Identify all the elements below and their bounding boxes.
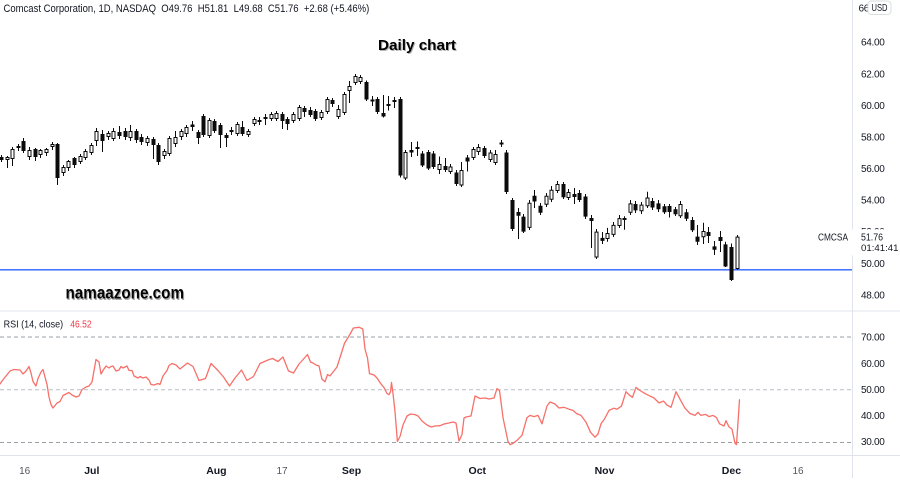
svg-text:54.00: 54.00 xyxy=(861,196,885,207)
svg-text:Dec: Dec xyxy=(722,465,741,477)
svg-text:Sep: Sep xyxy=(342,465,361,477)
svg-text:Daily chart: Daily chart xyxy=(378,38,456,54)
svg-text:30.00: 30.00 xyxy=(861,437,885,448)
svg-text:USD: USD xyxy=(872,3,888,14)
svg-text:46.52: 46.52 xyxy=(70,320,92,331)
svg-text:50.00: 50.00 xyxy=(861,385,885,396)
svg-text:Comcast Corporation, 1D, NASDA: Comcast Corporation, 1D, NASDAQ O49.76 H… xyxy=(4,3,370,15)
svg-text:70.00: 70.00 xyxy=(861,333,885,344)
svg-text:51.76: 51.76 xyxy=(861,233,883,244)
svg-text:60.00: 60.00 xyxy=(861,101,885,112)
svg-text:48.00: 48.00 xyxy=(861,290,885,301)
svg-text:50.00: 50.00 xyxy=(861,259,885,270)
svg-text:Jul: Jul xyxy=(84,465,99,477)
svg-text:Oct: Oct xyxy=(469,465,487,477)
svg-text:Nov: Nov xyxy=(595,465,615,477)
svg-text:namaazone.com: namaazone.com xyxy=(67,284,186,304)
svg-text:01:41:41: 01:41:41 xyxy=(861,243,899,254)
svg-text:CMCSA: CMCSA xyxy=(818,233,848,244)
svg-text:60.00: 60.00 xyxy=(861,359,885,370)
svg-text:namaazone.com: namaazone.com xyxy=(66,283,185,303)
svg-text:Daily chart: Daily chart xyxy=(379,39,457,55)
svg-text:17: 17 xyxy=(276,466,288,477)
svg-text:62.00: 62.00 xyxy=(861,69,885,80)
svg-text:58.00: 58.00 xyxy=(861,133,885,144)
svg-text:64.00: 64.00 xyxy=(861,38,885,49)
svg-text:56.00: 56.00 xyxy=(861,164,885,175)
svg-text:16: 16 xyxy=(792,466,804,477)
svg-text:RSI (14, close): RSI (14, close) xyxy=(4,320,64,331)
svg-text:40.00: 40.00 xyxy=(861,411,885,422)
svg-text:16: 16 xyxy=(19,466,31,477)
svg-text:Aug: Aug xyxy=(206,465,226,477)
